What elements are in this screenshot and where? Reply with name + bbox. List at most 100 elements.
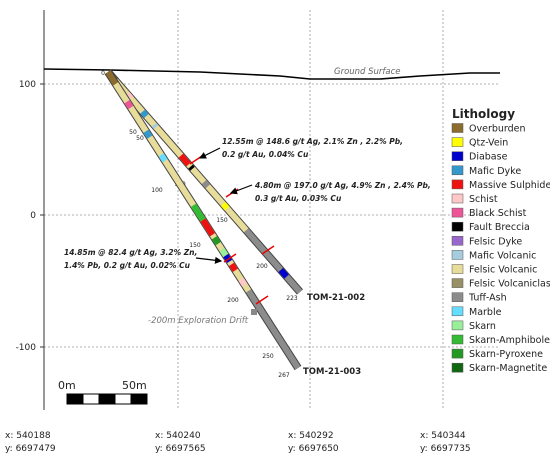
depth-label: 150 [189,242,201,249]
legend-label: Mafic Volcanic [469,250,536,261]
legend-swatch [451,292,464,302]
legend-swatch [451,179,464,190]
legend-label: Schist [469,194,498,205]
depth-label: 50 [136,135,144,142]
arrow [198,147,221,159]
legend-label: Felsic Volcaniclastic [469,279,550,290]
drill-holes: 05010015020022350100150200250267 [101,69,304,379]
hole-segment [200,218,216,237]
coord-x: x: 540188 [5,431,51,441]
hole-segment [158,153,168,163]
hole-segment [223,253,233,264]
drift-marker [251,309,257,315]
sample-tick [189,155,203,165]
drift-label: -200m Exploration Drift [148,316,249,326]
hole-segment [124,92,134,101]
coord-x: x: 540292 [288,431,334,441]
legend-swatch [451,264,464,274]
hole-segment [190,203,206,222]
hole-segment [228,262,238,272]
legend-label: Diabase [469,152,508,163]
legend-swatch [451,123,464,133]
scale-bar [66,393,148,405]
y-label: -100 [16,343,37,353]
annotation: 4.80m @ 197.0 g/t Ag, 4.9% Zn , 2.4% Pb, [255,181,431,190]
legend-swatch [451,137,464,147]
annotation: 0.3 g/t Au, 0.03% Cu [255,194,342,203]
ground-surface [43,68,500,80]
arrow [195,256,223,264]
coord-x: x: 540240 [155,431,201,441]
depth-label: 100 [151,187,163,194]
hole-segment [178,153,191,167]
legend-label: Felsic Volcanic [469,265,537,276]
legend-label: Qtz-Vein [469,138,508,149]
annotation: 14.85m @ 82.4 g/t Ag, 3.2% Zn, [64,248,197,257]
coord-x: x: 540344 [420,431,466,441]
hole-segment [143,129,153,139]
legend-label: Overburden [469,124,526,135]
ground-label: Ground Surface [334,67,401,77]
hole-segment [278,268,289,279]
hole-segment [220,202,230,211]
legend-swatch [451,221,464,232]
arrow [229,184,253,195]
legend-label: Skarn-Pyroxene [469,349,543,360]
hole-segment [151,122,159,129]
legend-swatch [451,348,464,359]
depth-label: 0 [101,70,105,77]
annotation: 1.4% Pb, 0.2 g/t Au, 0.02% Cu [64,261,191,270]
hole-segment [140,109,149,118]
hole-name: TOM-21-002 [307,293,365,303]
legend-label: Skarn-Magnetite [469,363,547,374]
depth-label: 223 [286,295,298,302]
sample-tick [255,295,269,305]
annotation: 12.55m @ 148.6 g/t Ag, 2.1% Zn , 2.2% Pb… [222,137,403,146]
legend-label: Fault Breccia [469,222,530,233]
scale-label: 50m [122,379,147,392]
legend-swatch [451,334,464,345]
legend-swatch [451,250,464,260]
legend-label: Skarn-Amphibole [469,335,550,346]
legend-swatch [451,193,464,204]
hole-segment [219,247,229,258]
legend-label: Black Schist [469,208,527,219]
legend-swatch [451,320,464,331]
legend-title: Lithology [452,107,515,121]
hole-name: TOM-21-003 [303,367,361,377]
legend-swatch [451,306,464,317]
depth-label: 200 [227,297,239,304]
hole-segment [124,99,134,110]
legend: Overburden Qtz-Vein Diabase Mafic Dyke Massi… [451,123,550,374]
hole-segment [238,277,248,287]
legend-label: Massive Sulphide [469,180,550,191]
coord-y: y: 6697565 [155,444,206,454]
sample-tick [261,245,275,255]
hole-segment [201,180,211,189]
legend-swatch [451,236,464,246]
depth-label: 250 [262,353,274,360]
legend-swatch [451,165,464,176]
legend-label: Skarn [469,321,496,332]
coord-y: y: 6697650 [288,444,339,454]
annotation: 0.2 g/t Au, 0.04% Cu [222,150,309,159]
legend-label: Felsic Dyke [469,236,522,247]
hole-segment [105,70,119,86]
depth-label: 50 [129,129,137,136]
coord-y: y: 6697735 [420,444,471,454]
y-label: 100 [19,80,36,90]
scale-label: 0m [58,379,76,392]
depth-label: 150 [216,217,228,224]
legend-label: Marble [469,307,502,318]
depth-label: 200 [256,263,268,270]
legend-swatch [451,151,464,161]
legend-swatch [451,278,464,288]
y-label: 0 [30,211,36,221]
hole-segment [188,164,195,171]
depth-label: 267 [278,372,290,379]
legend-label: Tuff-Ash [468,293,507,304]
hole-segment [243,228,303,294]
coord-y: y: 6697479 [5,444,56,454]
legend-label: Mafic Dyke [469,166,521,177]
